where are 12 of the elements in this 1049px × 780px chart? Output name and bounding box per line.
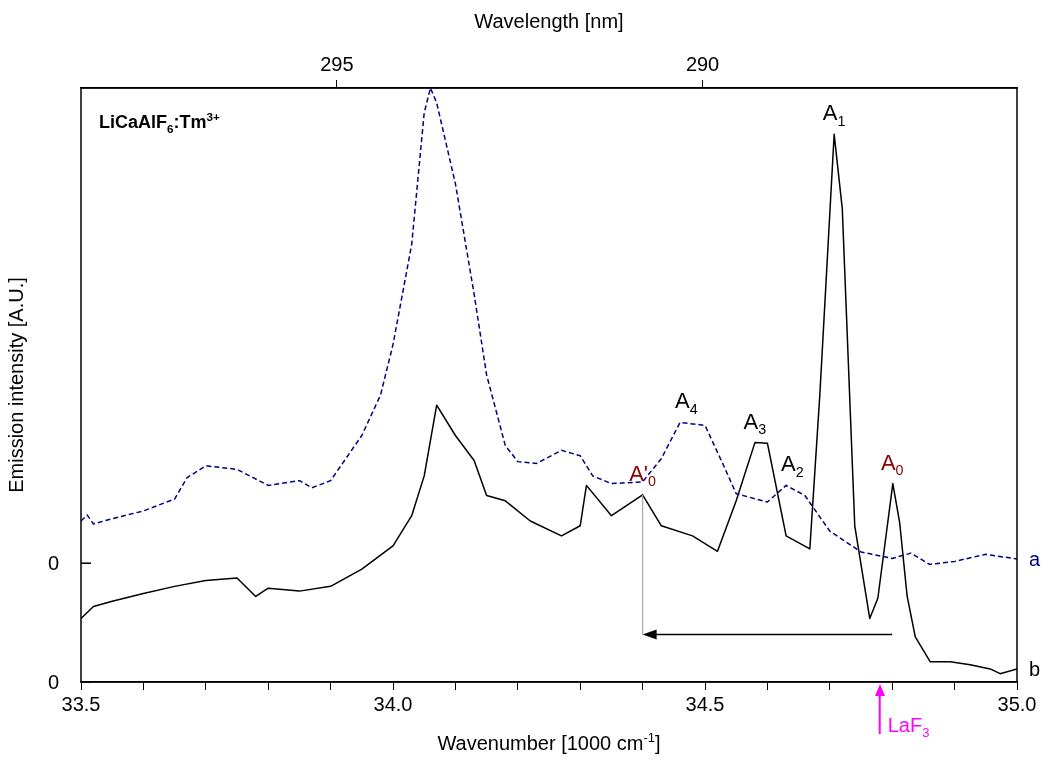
text: 0 bbox=[47, 552, 59, 575]
y-axis-title: Emission intensity [A.U.] bbox=[5, 277, 27, 493]
x-tick-label: 33.5 bbox=[61, 692, 101, 715]
x-tick-label: 34.5 bbox=[685, 692, 725, 715]
x-tick-label: 35.0 bbox=[997, 692, 1037, 715]
text: 0 bbox=[47, 671, 59, 693]
x2-tick-label: 290 bbox=[685, 52, 720, 75]
x2-axis-title: Wavelength [nm] bbox=[474, 10, 624, 32]
series-label: a bbox=[1029, 548, 1041, 571]
series-label: b bbox=[1029, 657, 1041, 680]
x2-tick-label: 295 bbox=[320, 52, 354, 75]
x-tick-label: 34.0 bbox=[373, 692, 413, 715]
